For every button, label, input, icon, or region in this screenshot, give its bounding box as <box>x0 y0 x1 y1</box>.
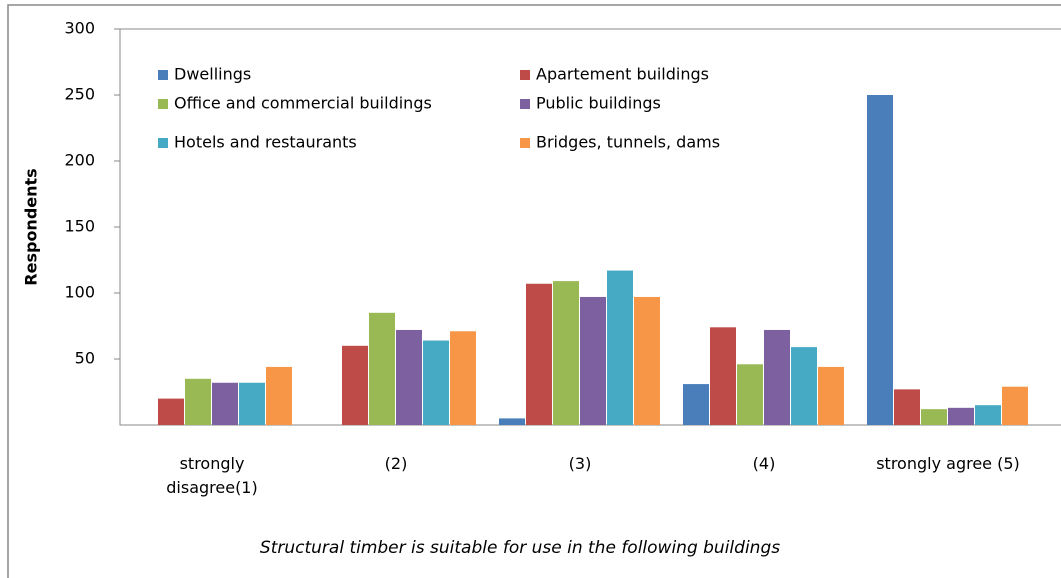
bar <box>450 331 476 425</box>
bar <box>239 382 265 425</box>
bar <box>1002 386 1028 425</box>
legend-swatch <box>158 70 168 80</box>
bar <box>710 327 736 425</box>
legend-swatch <box>520 138 530 148</box>
legend-label: Apartement buildings <box>536 65 709 84</box>
y-tick-label: 250 <box>64 85 95 104</box>
bar <box>423 340 449 425</box>
x-tick-label: strongly agree (5) <box>876 454 1020 473</box>
y-tick-label: 200 <box>64 151 95 170</box>
bar <box>737 364 763 425</box>
legend-swatch <box>158 99 168 109</box>
bar <box>607 270 633 425</box>
bar <box>158 398 184 425</box>
legend-label: Office and commercial buildings <box>174 94 432 113</box>
y-tick-label: 50 <box>75 349 95 368</box>
bar <box>580 296 606 425</box>
bar <box>818 366 844 425</box>
chart-border <box>7 4 1061 578</box>
bar <box>212 382 238 425</box>
bar <box>499 418 525 425</box>
bar <box>369 312 395 425</box>
bar <box>764 329 790 425</box>
legend-label: Dwellings <box>174 65 251 84</box>
bar <box>553 281 579 425</box>
x-tick-label: (2) <box>384 454 408 473</box>
bar <box>975 405 1001 425</box>
bar <box>396 329 422 425</box>
y-tick-label: 300 <box>64 19 95 38</box>
bar <box>867 95 893 425</box>
legend-label: Bridges, tunnels, dams <box>536 133 720 152</box>
x-tick-label: (3) <box>568 454 592 473</box>
y-axis-title: Respondents <box>22 168 41 285</box>
bar <box>266 366 292 425</box>
x-tick-label: (4) <box>752 454 776 473</box>
bar <box>185 378 211 425</box>
legend-label: Hotels and restaurants <box>174 133 357 152</box>
y-tick-label: 150 <box>64 217 95 236</box>
legend-label: Public buildings <box>536 94 661 113</box>
bar <box>791 347 817 425</box>
bar <box>921 409 947 425</box>
bar <box>683 384 709 425</box>
bar <box>526 283 552 425</box>
bar <box>634 296 660 425</box>
x-axis-title: Structural timber is suitable for use in… <box>260 538 780 558</box>
legend-swatch <box>520 99 530 109</box>
bar <box>948 407 974 425</box>
legend-swatch <box>520 70 530 80</box>
bar <box>342 345 368 425</box>
x-tick-label: strongly disagree(1) <box>166 454 258 497</box>
bar <box>894 389 920 425</box>
y-tick-label: 100 <box>64 283 95 302</box>
legend-swatch <box>158 138 168 148</box>
